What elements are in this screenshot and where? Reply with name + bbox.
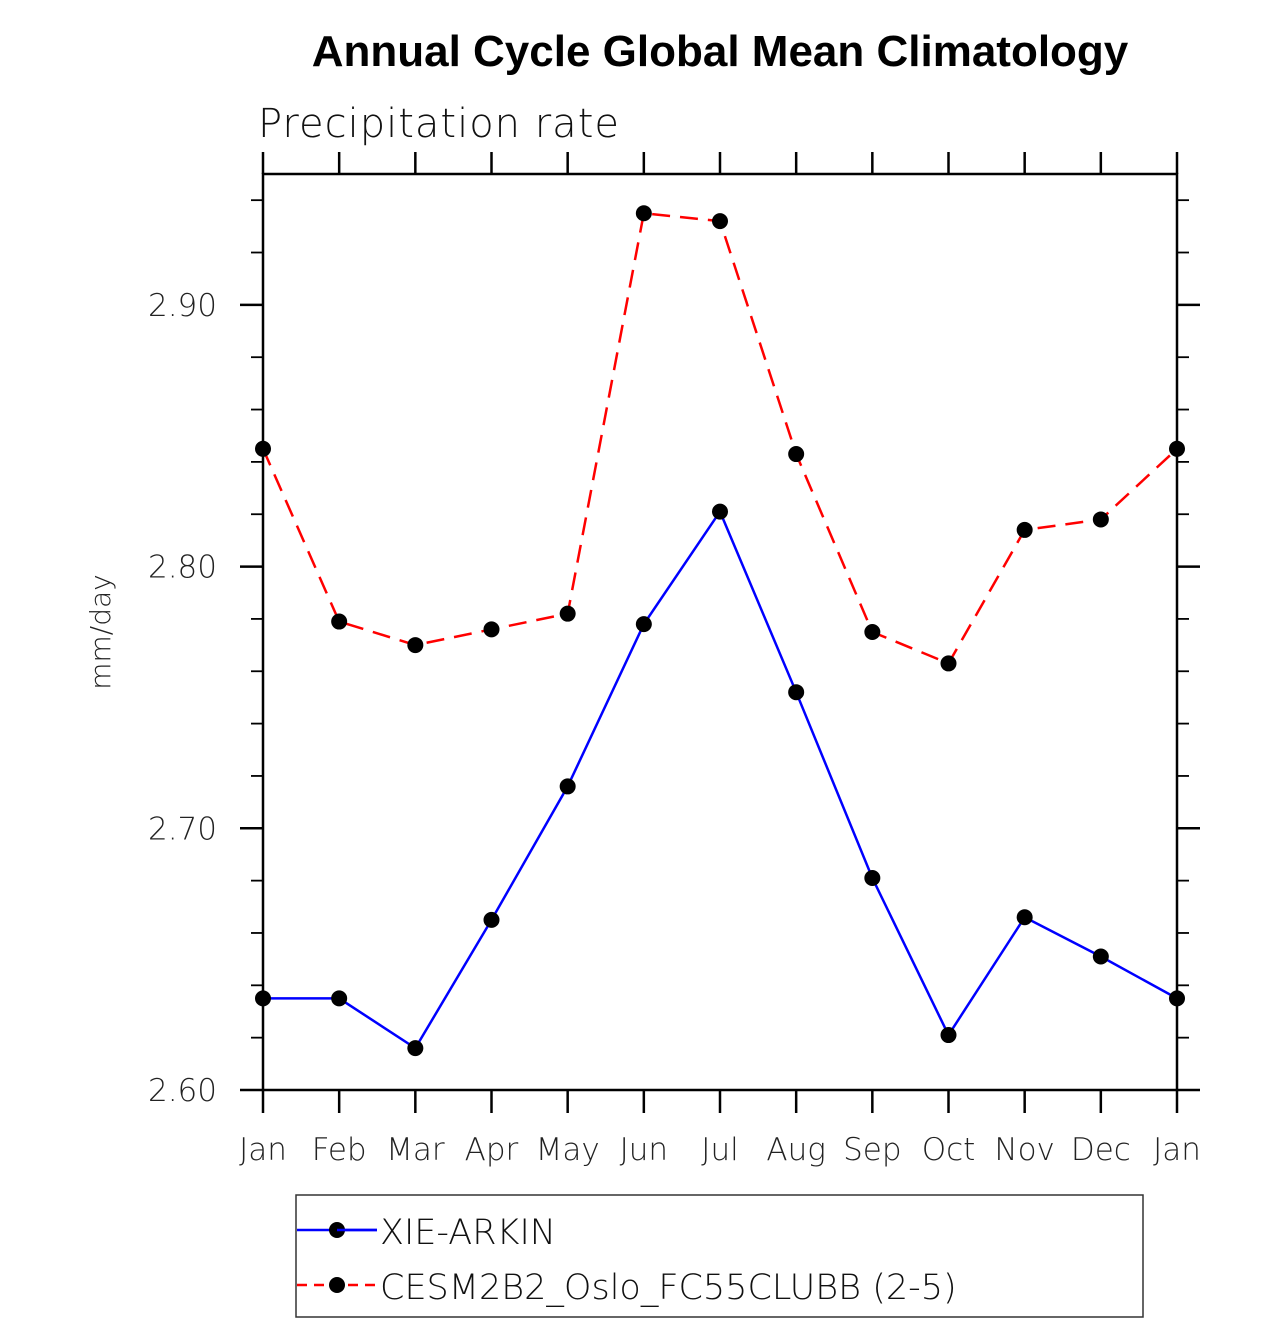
- x-tick-label: Feb: [312, 1132, 367, 1168]
- data-point: [712, 213, 728, 230]
- y-axis-label: mm/day: [84, 574, 117, 690]
- data-point: [255, 440, 271, 457]
- legend-label-xie-arkin: XIE-ARKIN: [380, 1213, 556, 1253]
- data-point: [1169, 990, 1185, 1007]
- data-point: [483, 621, 500, 638]
- legend-label-cesm2b2: CESM2B2_Oslo_FC55CLUBB (2-5): [380, 1268, 957, 1308]
- data-point: [1092, 511, 1109, 528]
- x-tick-label: Oct: [922, 1132, 976, 1168]
- axes: Jan Feb Mar Apr May Jun Jul Aug Sep Oct Nov Dec Jan 2…: [148, 152, 1201, 1168]
- x-tick-label: Mar: [386, 1132, 445, 1168]
- data-point: [864, 870, 881, 887]
- legend: XIE-ARKIN CESM2B2_Oslo_FC55CLUBB (2-5): [295, 1194, 1144, 1318]
- x-tick-label: Jan: [239, 1132, 287, 1168]
- data-point: [1169, 440, 1185, 457]
- x-tick-label: Sep: [843, 1132, 901, 1168]
- data-point: [712, 503, 728, 520]
- x-tick-label: Dec: [1071, 1132, 1131, 1168]
- x-tick-label: Apr: [465, 1132, 519, 1168]
- legend-box: [295, 1194, 1144, 1318]
- legend-item-cesm2b2: CESM2B2_Oslo_FC55CLUBB (2-5): [297, 1268, 957, 1308]
- data-point: [331, 613, 348, 630]
- data-point: [331, 990, 348, 1007]
- chart-title: Annual Cycle Global Mean Climatology: [312, 27, 1129, 76]
- y-tick-label: 2.70: [148, 811, 217, 847]
- data-point: [407, 1040, 424, 1057]
- x-tick-label: Jun: [620, 1132, 668, 1168]
- legend-item-xie-arkin: XIE-ARKIN: [297, 1213, 556, 1253]
- data-point: [1092, 948, 1109, 965]
- y-tick-label: 2.80: [148, 550, 217, 586]
- chart-subtitle: Precipitation rate: [258, 101, 620, 147]
- data-point: [940, 655, 957, 672]
- data-point: [559, 605, 576, 622]
- data-point: [407, 637, 424, 654]
- legend-marker-cesm2b2: [329, 1277, 345, 1293]
- data-point: [635, 205, 652, 222]
- data-point: [864, 624, 881, 640]
- y-tick-label: 2.60: [148, 1073, 217, 1109]
- x-tick-label: Jan: [1153, 1132, 1201, 1168]
- data-point: [483, 911, 500, 928]
- data-point: [940, 1027, 957, 1044]
- data-point: [788, 446, 805, 463]
- x-tick-label: Aug: [766, 1132, 825, 1168]
- data-point: [559, 778, 576, 795]
- x-tick-label: Jul: [701, 1132, 738, 1168]
- series-line-0: [263, 509, 1178, 1050]
- data-point: [255, 990, 271, 1007]
- x-tick-label: May: [536, 1132, 600, 1168]
- data-point: [788, 684, 805, 701]
- series-layer: [255, 205, 1185, 1057]
- data-point: [635, 616, 652, 633]
- plot-frame: [261, 172, 1179, 1092]
- y-tick-label: 2.90: [148, 288, 217, 324]
- x-tick-label: Nov: [994, 1132, 1055, 1168]
- data-point: [1016, 909, 1033, 926]
- series-line-1: [261, 211, 1178, 665]
- data-point: [1016, 521, 1033, 538]
